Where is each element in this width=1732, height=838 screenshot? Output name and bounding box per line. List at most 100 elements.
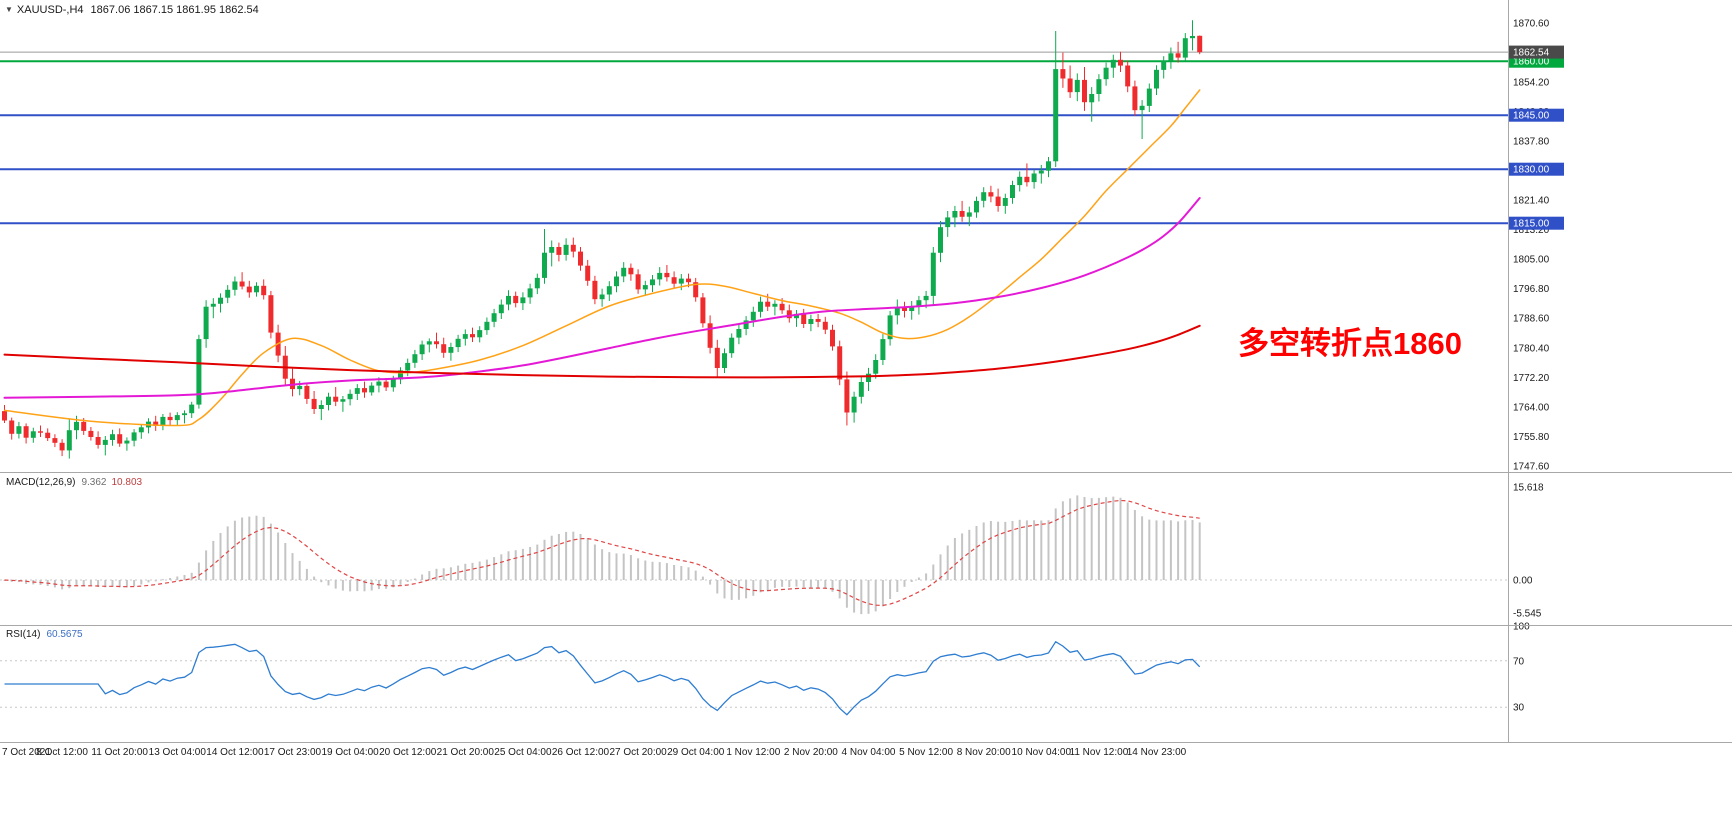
price-axis-label[interactable]: 1772.20 [1513, 373, 1550, 384]
macd-histogram-bar [1083, 497, 1086, 580]
price-axis-label[interactable]: 1788.60 [1513, 314, 1550, 325]
horizontal-line-1845-price-box-label: 1845.00 [1513, 111, 1550, 122]
time-axis-label[interactable]: 10 Nov 04:00 [1012, 747, 1072, 758]
candle-body [110, 434, 115, 440]
macd-histogram-bar [413, 578, 416, 580]
rsi-axis-label[interactable]: 30 [1513, 703, 1525, 714]
candle-body [1038, 170, 1044, 174]
macd-histogram-bar [421, 574, 424, 580]
macd-signal-value: 10.803 [111, 477, 143, 488]
candle-body [390, 379, 396, 388]
time-axis-label[interactable]: 1 Nov 12:00 [726, 747, 780, 758]
macd-histogram-bar [701, 576, 704, 580]
candle-body [707, 323, 713, 348]
price-axis-label[interactable]: 1821.40 [1513, 196, 1550, 207]
time-axis-label[interactable]: 14 Nov 23:00 [1127, 747, 1187, 758]
price-axis-label[interactable]: 1837.80 [1513, 137, 1550, 148]
one-click-trading-icon[interactable]: ▼ [5, 5, 13, 14]
macd-histogram-bar [1018, 519, 1021, 580]
macd-histogram-bar [154, 580, 157, 582]
macd-histogram-bar [370, 580, 373, 591]
candle-body [902, 307, 907, 311]
price-axis-label[interactable]: 1854.20 [1513, 78, 1550, 89]
time-axis-label[interactable]: 26 Oct 12:00 [552, 747, 610, 758]
macd-signal-line [4, 499, 1200, 607]
candle-body [66, 430, 72, 451]
macd-axis-label[interactable]: 15.618 [1513, 483, 1544, 494]
macd-histogram-bar [97, 580, 100, 587]
candle-body [376, 381, 382, 386]
macd-histogram-bar [233, 520, 236, 580]
time-axis-label[interactable]: 19 Oct 04:00 [321, 747, 379, 758]
time-axis-label[interactable]: 8 Nov 20:00 [957, 747, 1011, 758]
candle-body [1002, 198, 1008, 206]
price-axis-label[interactable]: 1796.80 [1513, 284, 1550, 295]
macd-histogram-bar [500, 554, 503, 580]
macd-histogram-bar [226, 526, 229, 580]
macd-axis-label[interactable]: -5.545 [1513, 609, 1542, 620]
price-axis-label[interactable]: 1764.00 [1513, 402, 1550, 413]
macd-histogram-bar [363, 580, 366, 592]
price-axis-label[interactable]: 1813.20 [1513, 225, 1550, 236]
macd-histogram-bar [514, 550, 517, 580]
time-axis-label[interactable]: 17 Oct 23:00 [264, 747, 322, 758]
time-axis-label[interactable]: 25 Oct 04:00 [494, 747, 552, 758]
rsi-axis-label[interactable]: 70 [1513, 656, 1525, 667]
price-axis-label[interactable]: 1747.60 [1513, 461, 1550, 472]
macd-histogram-bar [737, 580, 740, 600]
macd-histogram-bar [709, 580, 712, 585]
candle-body [1103, 67, 1109, 80]
candle-body [880, 339, 886, 360]
macd-axis-label[interactable]: 0.00 [1513, 576, 1533, 587]
chart-text-annotation[interactable]: 多空转折点1860 [1238, 326, 1462, 361]
price-axis-label[interactable]: 1805.00 [1513, 255, 1550, 266]
time-axis-label[interactable]: 29 Oct 04:00 [667, 747, 725, 758]
candle-body [563, 244, 569, 255]
candle-body [182, 413, 187, 416]
candle-body [542, 252, 547, 278]
candle-body [700, 297, 706, 324]
time-axis-label[interactable]: 5 Nov 12:00 [899, 747, 953, 758]
macd-histogram-bar [975, 526, 978, 580]
price-axis-label[interactable]: 1870.60 [1513, 19, 1550, 30]
candle-body [38, 431, 43, 433]
time-axis-label[interactable]: 11 Nov 12:00 [1070, 747, 1129, 758]
macd-histogram-bar [716, 580, 719, 594]
time-axis-label[interactable]: 2 Nov 20:00 [784, 747, 838, 758]
macd-histogram-bar [1162, 520, 1165, 580]
time-axis-label[interactable]: 13 Oct 04:00 [149, 747, 207, 758]
price-axis-label[interactable]: 1755.80 [1513, 432, 1550, 443]
candle-body [1139, 105, 1145, 111]
time-axis-label[interactable]: 20 Oct 12:00 [379, 747, 437, 758]
macd-histogram-bar [521, 548, 524, 580]
macd-histogram-bar [781, 580, 784, 587]
rsi-axis-label[interactable]: 100 [1513, 622, 1530, 633]
time-axis-label[interactable]: 21 Oct 20:00 [437, 747, 495, 758]
ma-line-orange [3, 89, 1201, 427]
time-axis-label[interactable]: 14 Oct 12:00 [206, 747, 264, 758]
macd-histogram-bar [68, 580, 71, 589]
price-axis-label[interactable]: 1780.40 [1513, 343, 1550, 354]
candle-body [995, 196, 1001, 206]
time-axis-label[interactable]: 8 Oct 12:00 [36, 747, 88, 758]
macd-histogram-bar [442, 568, 445, 580]
candle-body [614, 276, 619, 287]
time-axis-label[interactable]: 7 Oct 2021 [2, 747, 51, 758]
macd-histogram-bar [665, 563, 668, 580]
candle-body [873, 360, 879, 374]
macd-histogram-bar [133, 580, 136, 587]
candle-body [1175, 53, 1181, 58]
time-axis-label[interactable]: 4 Nov 04:00 [842, 747, 896, 758]
macd-histogram-bar [1177, 521, 1180, 580]
macd-histogram-bar [572, 531, 575, 580]
candle-body [1197, 35, 1203, 53]
macd-histogram-bar [910, 580, 913, 582]
macd-histogram-bar [1061, 501, 1064, 580]
candle-body [153, 421, 159, 426]
candle-body [16, 426, 22, 434]
time-axis-label[interactable]: 27 Oct 20:00 [609, 747, 667, 758]
macd-histogram-bar [255, 515, 258, 580]
time-axis-label[interactable]: 11 Oct 20:00 [91, 747, 148, 758]
macd-histogram-bar [759, 580, 762, 593]
